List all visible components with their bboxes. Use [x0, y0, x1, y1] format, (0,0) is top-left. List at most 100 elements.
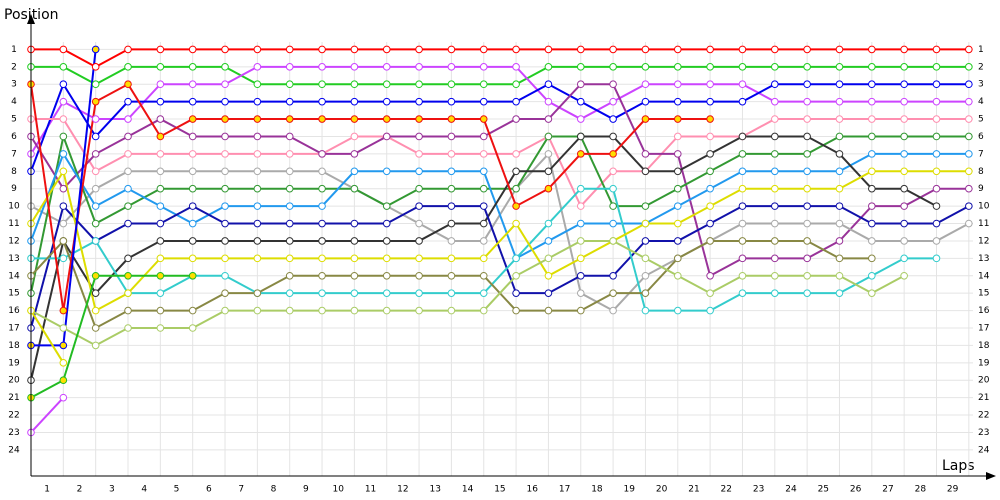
series-marker [59, 376, 68, 385]
x-tick-label: 21 [688, 485, 699, 495]
series-marker [479, 45, 488, 54]
series-marker [415, 289, 423, 297]
series-marker [706, 306, 714, 315]
series-marker [59, 45, 68, 54]
series-marker [447, 45, 456, 54]
y-tick-label: 17 [8, 324, 19, 334]
series-marker [576, 306, 585, 315]
y-tick-label: 16 [8, 306, 20, 316]
series-marker [932, 254, 941, 263]
x-axis-title: Laps [942, 458, 975, 474]
series-marker [803, 80, 811, 89]
series-marker [609, 63, 617, 71]
series-marker [609, 132, 617, 141]
series-marker [609, 80, 617, 89]
series-marker [253, 80, 262, 89]
series-marker [59, 97, 68, 106]
series-marker [900, 237, 908, 245]
series-marker [91, 271, 100, 280]
series-marker [900, 132, 908, 141]
series-marker [803, 45, 811, 54]
series-marker [124, 324, 132, 332]
series-marker [932, 132, 941, 141]
series-marker [576, 63, 585, 71]
series-marker [415, 306, 423, 315]
series-marker [835, 289, 844, 297]
series-marker [544, 45, 553, 54]
series-marker [124, 150, 132, 158]
series-marker [835, 150, 844, 158]
series-marker [932, 115, 941, 123]
series-marker [673, 202, 682, 210]
series-marker [673, 115, 682, 123]
series-marker [479, 80, 488, 89]
series-marker [285, 271, 294, 280]
y-tick-label: 4 [11, 97, 17, 107]
series-marker [188, 45, 197, 54]
series-marker [415, 115, 423, 123]
series-marker [576, 219, 585, 228]
series-marker [318, 45, 326, 54]
series-marker [803, 202, 811, 210]
series-marker [318, 63, 326, 71]
series-marker [59, 184, 68, 193]
series-marker [900, 202, 908, 210]
series-marker [706, 167, 714, 176]
series-marker [479, 63, 488, 71]
series-marker [318, 254, 326, 263]
series-marker [479, 289, 488, 297]
y-tick-label-right: 4 [978, 97, 984, 107]
series-marker [447, 150, 456, 158]
series-line [30, 83, 969, 278]
series-marker [770, 289, 779, 297]
series-marker [770, 202, 779, 210]
series-marker [188, 150, 197, 158]
x-tick-label: 7 [238, 485, 244, 495]
series-marker [512, 167, 520, 176]
series-marker [350, 184, 359, 193]
series-marker [124, 167, 132, 176]
series-marker [59, 63, 68, 71]
series-marker [803, 132, 811, 141]
y-tick-label: 9 [11, 184, 17, 194]
series-marker [576, 132, 585, 141]
series-marker [188, 132, 197, 141]
series-marker [770, 271, 779, 280]
series-marker [576, 115, 585, 123]
series-marker [609, 45, 617, 54]
y-tick-label-right: 3 [978, 80, 984, 90]
series-marker [965, 80, 973, 89]
series-marker [91, 132, 100, 141]
series-marker [673, 184, 682, 193]
y-tick-label-right: 7 [978, 149, 984, 159]
series-marker [124, 289, 132, 297]
series-marker [479, 271, 488, 280]
series-marker [447, 271, 456, 280]
series-marker [868, 63, 876, 71]
series-marker [609, 237, 617, 245]
series-marker [382, 132, 391, 141]
series-marker [868, 132, 876, 141]
x-tick-label: 26 [850, 485, 862, 495]
series-marker [770, 45, 779, 54]
series-marker [221, 115, 229, 123]
y-tick-label: 7 [11, 149, 17, 159]
series-marker [900, 97, 908, 106]
x-tick-label: 25 [818, 485, 829, 495]
series-marker [512, 115, 520, 123]
y-tick-label-right: 9 [978, 184, 984, 194]
series-marker [156, 202, 165, 210]
y-tick-label-right: 22 [978, 411, 989, 421]
series-marker [221, 80, 229, 89]
y-tick-label: 22 [8, 411, 19, 421]
series-marker [285, 45, 294, 54]
x-tick-label: 5 [174, 485, 180, 495]
series-marker [221, 150, 229, 158]
series-marker [770, 63, 779, 71]
series-marker [350, 167, 359, 176]
series-marker [609, 115, 617, 123]
y-tick-label: 2 [11, 62, 17, 72]
series-marker [124, 219, 132, 228]
series-marker [965, 184, 973, 193]
series-marker [124, 80, 132, 89]
